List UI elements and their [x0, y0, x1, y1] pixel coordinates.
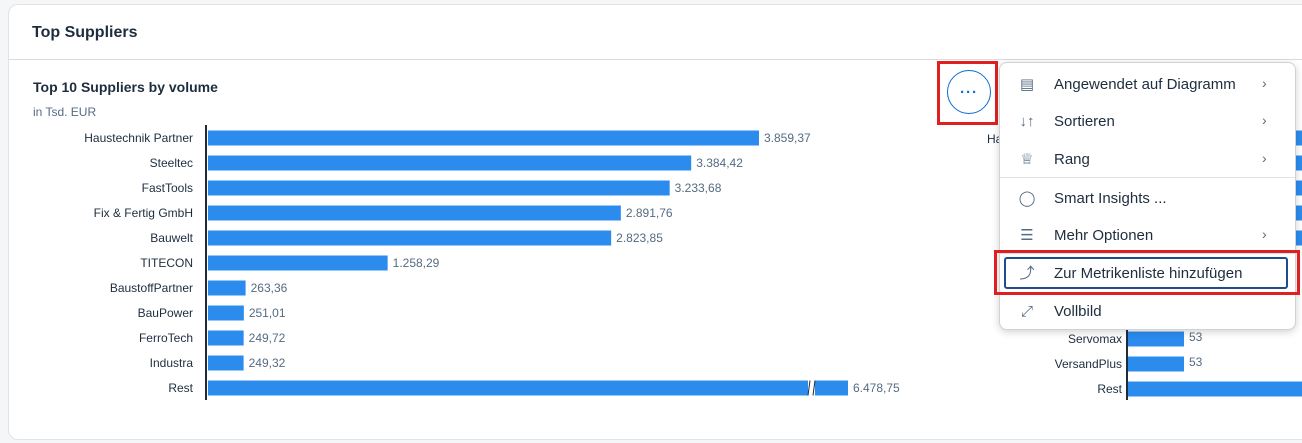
menu-item-mehr-optionen[interactable]: ☰ Mehr Optionen ›: [1000, 217, 1295, 255]
context-menu: ▤ Angewendet auf Diagramm › ↓↑ Sortieren › ♕ Ra…: [999, 62, 1296, 330]
bar: [1128, 356, 1184, 372]
bar: [208, 330, 244, 346]
menu-item-label: Vollbild: [1054, 303, 1102, 320]
data-label: 1.258,29: [393, 256, 440, 270]
data-label: 53: [1189, 330, 1203, 344]
menu-item-label: Mehr Optionen: [1054, 227, 1154, 244]
bar-partial: [1296, 130, 1302, 146]
more-options-button[interactable]: ···: [947, 70, 991, 114]
bar-partial: [1296, 155, 1302, 171]
data-label: 3.384,42: [696, 156, 743, 170]
bar: [208, 255, 388, 271]
data-label: 3.859,37: [764, 131, 811, 145]
data-label: 53: [1189, 355, 1203, 369]
axis-break-gap: [808, 379, 815, 397]
category-label: VersandPlus: [1055, 357, 1122, 371]
chart-subtitle: in Tsd. EUR: [33, 105, 97, 119]
bar: [208, 155, 692, 171]
selection-frame: [1004, 257, 1288, 289]
menu-item-vollbild[interactable]: ⤢ Vollbild: [1000, 293, 1295, 331]
category-label: Rest: [1097, 382, 1122, 396]
category-label: FastTools: [142, 181, 193, 195]
bar-partial: [1296, 230, 1302, 246]
category-label: Haustechnik Partner: [84, 131, 193, 145]
bar-partial: [1296, 205, 1302, 221]
options-icon: ☰: [1020, 227, 1034, 244]
bar: [208, 180, 670, 196]
category-label: BauPower: [138, 306, 193, 320]
sort-icon: ↓↑: [1019, 113, 1035, 130]
chart-title: Top 10 Suppliers by volume: [33, 79, 218, 95]
category-label: Bauwelt: [150, 231, 193, 245]
data-label: 251,01: [249, 306, 286, 320]
chevron-right-icon: ›: [1262, 112, 1267, 128]
trophy-icon: ♕: [1020, 151, 1034, 168]
category-label: Ha: [987, 132, 1003, 146]
menu-item-zur-metrikenliste-hinzufügen[interactable]: ⤴ Zur Metrikenliste hinzufügen: [1000, 255, 1295, 293]
axis-break-mark: [807, 380, 811, 396]
bar: [208, 130, 759, 146]
card-title: Top Suppliers: [32, 24, 138, 41]
data-label: 3.233,68: [675, 181, 722, 195]
card-header: Top Suppliers: [9, 5, 1302, 60]
menu-item-rang[interactable]: ♕ Rang ›: [1000, 141, 1295, 179]
bar-partial: [1296, 180, 1302, 196]
highlight-box-more-button: [937, 61, 998, 125]
category-label: Industra: [150, 356, 194, 370]
lightbulb-icon: ◯: [1018, 190, 1036, 207]
data-label: 249,32: [249, 356, 286, 370]
add-metric-icon: ⤴: [1019, 265, 1035, 282]
category-label: Rest: [168, 381, 193, 395]
bar: [208, 305, 244, 321]
category-label: Fix & Fertig GmbH: [94, 206, 193, 220]
bar: [208, 280, 246, 296]
chevron-right-icon: ›: [1262, 75, 1267, 91]
bar: [208, 380, 848, 396]
bar: [208, 230, 612, 246]
highlight-box-menu-item: [994, 250, 1300, 295]
chevron-right-icon: ›: [1262, 226, 1267, 242]
chart-icon: ▤: [1019, 76, 1035, 93]
category-label: TITECON: [140, 256, 193, 270]
menu-item-label: Zur Metrikenliste hinzufügen: [1054, 265, 1243, 282]
fullscreen-icon: ⤢: [1020, 303, 1033, 320]
chevron-right-icon: ›: [1262, 150, 1267, 166]
menu-separator: [1000, 177, 1295, 178]
data-label: 6.478,75: [853, 381, 900, 395]
menu-item-sortieren[interactable]: ↓↑ Sortieren ›: [1000, 103, 1295, 141]
data-label: 2.823,85: [616, 231, 663, 245]
bar: [208, 205, 621, 221]
axis-break-mark: [812, 380, 816, 396]
data-label: 249,72: [249, 331, 286, 345]
data-label: 2.891,76: [626, 206, 673, 220]
category-label: BaustoffPartner: [110, 281, 193, 295]
menu-item-smart-insights[interactable]: ◯ Smart Insights ...: [1000, 180, 1295, 218]
menu-item-label: Sortieren: [1054, 113, 1115, 130]
menu-separator: [1000, 253, 1295, 254]
bar: [208, 355, 244, 371]
menu-item-label: Angewendet auf Diagramm: [1054, 76, 1236, 93]
menu-item-angewendet-auf-diagramm[interactable]: ▤ Angewendet auf Diagramm ›: [1000, 66, 1295, 104]
more-icon: ···: [960, 83, 978, 101]
bar: [1128, 331, 1184, 347]
menu-item-label: Smart Insights ...: [1054, 190, 1167, 207]
data-label: 263,36: [251, 281, 288, 295]
category-label: Steeltec: [150, 156, 193, 170]
category-label: FerroTech: [139, 331, 193, 345]
menu-item-label: Rang: [1054, 151, 1090, 168]
bar: [1128, 381, 1302, 397]
category-label: Servomax: [1068, 332, 1122, 346]
